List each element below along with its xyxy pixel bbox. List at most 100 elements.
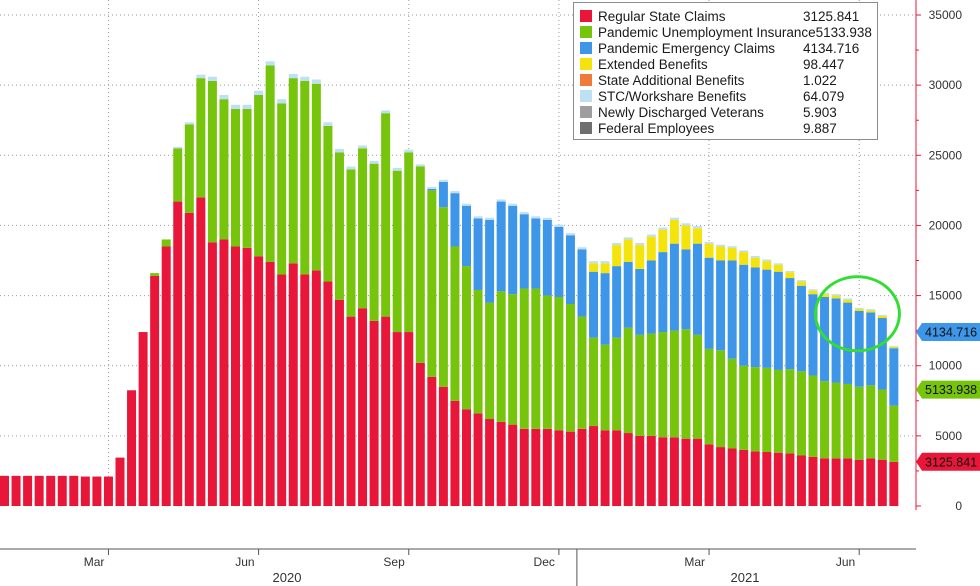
legend-item: Federal Employees 9.887 [580,120,871,136]
bar-segment [161,246,171,506]
bar-segment [485,219,495,303]
bar-segment [554,224,564,227]
bar-segment [542,217,552,220]
bar-segment [889,345,899,347]
bar-segment [889,346,899,349]
legend-label: State Additional Benefits [598,72,745,88]
bar-segment [311,83,321,271]
bar-segment [103,476,113,506]
bar-segment [889,348,899,406]
bar-segment [658,227,668,230]
year-label-2021: 2021 [731,570,760,585]
bar-segment [219,94,229,100]
bar-segment [415,164,425,167]
bar-segment [854,386,864,460]
y-tick-label: 25000 [929,148,963,162]
legend-item: Extended Benefits 98.447 [580,56,871,72]
bar-segment [693,334,702,439]
bar-segment [231,104,240,109]
bar-segment [496,421,506,506]
bar-segment [600,273,610,345]
bar-segment [369,163,379,321]
bar-segment [716,447,726,506]
bar-segment [658,437,668,506]
bar-segment [866,309,876,311]
y-axis: 0 5000 10000 15000 20000 25000 30000 35000 [915,0,963,513]
bar-segment [808,289,818,291]
bar-segment [693,438,702,506]
bar-segment [716,350,726,448]
bar-segment [704,444,714,506]
bar-segment [92,476,102,506]
bar-segment [716,246,726,261]
bar-segment [196,197,206,506]
bar-segment [646,234,656,237]
bar-segment [796,371,806,456]
bar-segment [300,274,310,506]
bar-segment [184,122,194,125]
bar-segment [565,431,575,506]
bar-segment [785,272,795,279]
bars-layer [0,61,899,507]
bar-segment [820,292,830,295]
bar-segment [796,285,806,372]
bar-segment [531,288,541,429]
bar-segment [508,294,518,425]
bar-segment [565,303,575,432]
bar-segment [219,99,229,240]
bar-segment [820,296,830,382]
bar-segment [877,318,887,390]
bar-segment [600,430,610,506]
value-tag-box [916,452,980,471]
bar-segment [358,308,368,506]
bar-segment [623,433,633,506]
bar-segment [127,390,137,506]
legend-value: 3125.841 [803,8,860,24]
x-tick-label: Sep [383,555,405,569]
bar-segment [762,259,772,262]
bar-segment [589,261,599,264]
bar-segment [854,307,864,309]
bar-segment [854,308,864,312]
legend-swatch [580,74,592,86]
bar-segment [311,79,321,84]
bar-segment [589,426,599,506]
bar-segment [646,333,656,436]
bar-segment [381,113,391,317]
bar-segment [843,383,853,459]
bar-segment [831,458,841,506]
bar-segment [473,289,483,414]
bar-segment [184,124,194,213]
bar-segment [115,457,125,506]
bar-segment [392,170,402,333]
y-tick-label: 5000 [935,429,962,443]
bar-segment [831,294,841,296]
legend-item: State Additional Benefits 1.022 [580,72,871,88]
y-tick-label: 35000 [929,8,963,22]
bar-segment [704,348,714,445]
bar-segment [669,437,679,506]
legend-swatch [580,42,592,54]
bar-segment [358,148,368,309]
bar-segment [704,243,714,258]
bar-segment [519,212,529,215]
value-tag: 3125.841 [916,452,980,471]
bar-segment [0,475,9,506]
bar-segment [773,264,783,272]
bar-segment [207,80,217,243]
bar-segment [300,76,310,81]
bar-segment [184,212,194,506]
legend-swatch [580,90,592,102]
bar-segment [438,207,448,387]
y-tick-label: 0 [955,499,962,513]
bar-segment [669,330,679,438]
bar-segment [277,274,287,506]
legend-value: 4134.716 [803,40,860,56]
bar-segment [565,235,575,304]
bar-segment [427,190,437,377]
bar-segment [831,382,841,459]
legend-label: Federal Employees [598,120,715,136]
bar-segment [288,263,298,506]
x-tick-label: Mar [84,555,105,569]
